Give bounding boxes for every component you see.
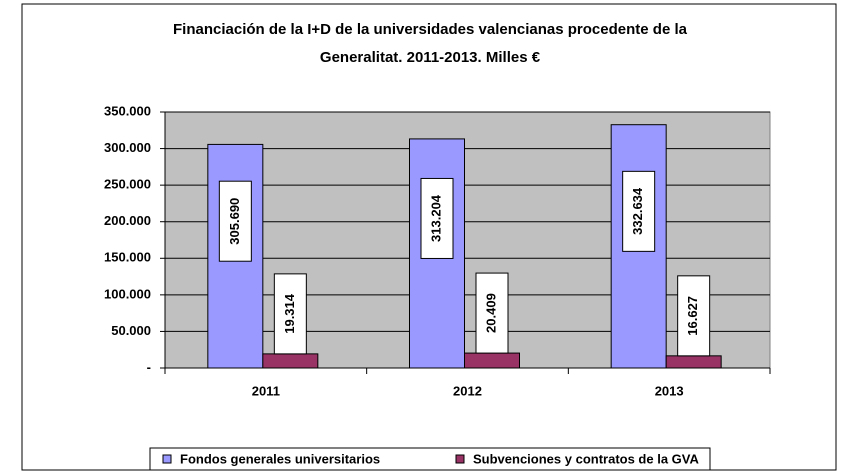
legend-swatch — [455, 454, 465, 464]
y-tick-label: 50.000 — [111, 323, 151, 338]
data-label-box — [622, 170, 656, 252]
y-tick-label: 100.000 — [104, 286, 151, 301]
y-tick-label: 350.000 — [104, 103, 151, 118]
data-label-box — [475, 272, 509, 354]
y-tick-label: 200.000 — [104, 213, 151, 228]
data-label: 19.314 — [282, 293, 297, 334]
data-label-box — [218, 180, 252, 262]
x-tick-label: 2012 — [453, 383, 482, 398]
legend-label: Fondos generales universitarios — [180, 451, 380, 466]
data-label: 20.409 — [483, 293, 498, 333]
chart-title: Generalitat. 2011-2013. Milles € — [320, 49, 541, 66]
bar — [665, 355, 722, 369]
chart-title: Financiación de la I+D de la universidad… — [173, 21, 688, 38]
y-tick-label: 300.000 — [104, 140, 151, 155]
x-tick-label: 2013 — [655, 383, 684, 398]
legend-box — [149, 447, 711, 471]
data-label-box — [677, 275, 711, 357]
plot-area — [164, 111, 771, 369]
bar — [464, 352, 520, 369]
y-tick-label: - — [147, 359, 151, 374]
legend-label: Subvenciones y contratos de la GVA — [473, 451, 699, 466]
data-label: 305.690 — [227, 198, 242, 245]
data-label-box — [420, 177, 454, 259]
data-label: 332.634 — [630, 187, 645, 235]
y-tick-label: 150.000 — [104, 250, 151, 265]
bar — [262, 353, 319, 369]
y-tick-label: 250.000 — [104, 177, 151, 192]
data-label: 313.204 — [428, 194, 443, 242]
x-tick-label: 2011 — [252, 383, 280, 398]
legend-swatch — [162, 454, 172, 464]
data-label-box — [273, 273, 307, 355]
data-label: 16.627 — [685, 296, 700, 336]
